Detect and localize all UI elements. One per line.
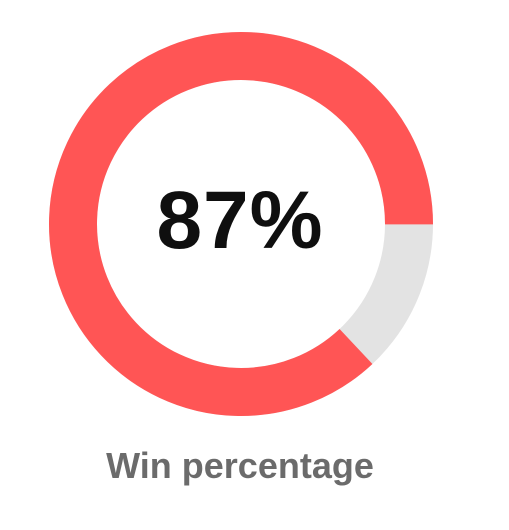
ring-progress-arc: [49, 32, 433, 416]
stat-label: Win percentage: [106, 445, 374, 486]
percentage-value: 87%: [156, 175, 324, 266]
